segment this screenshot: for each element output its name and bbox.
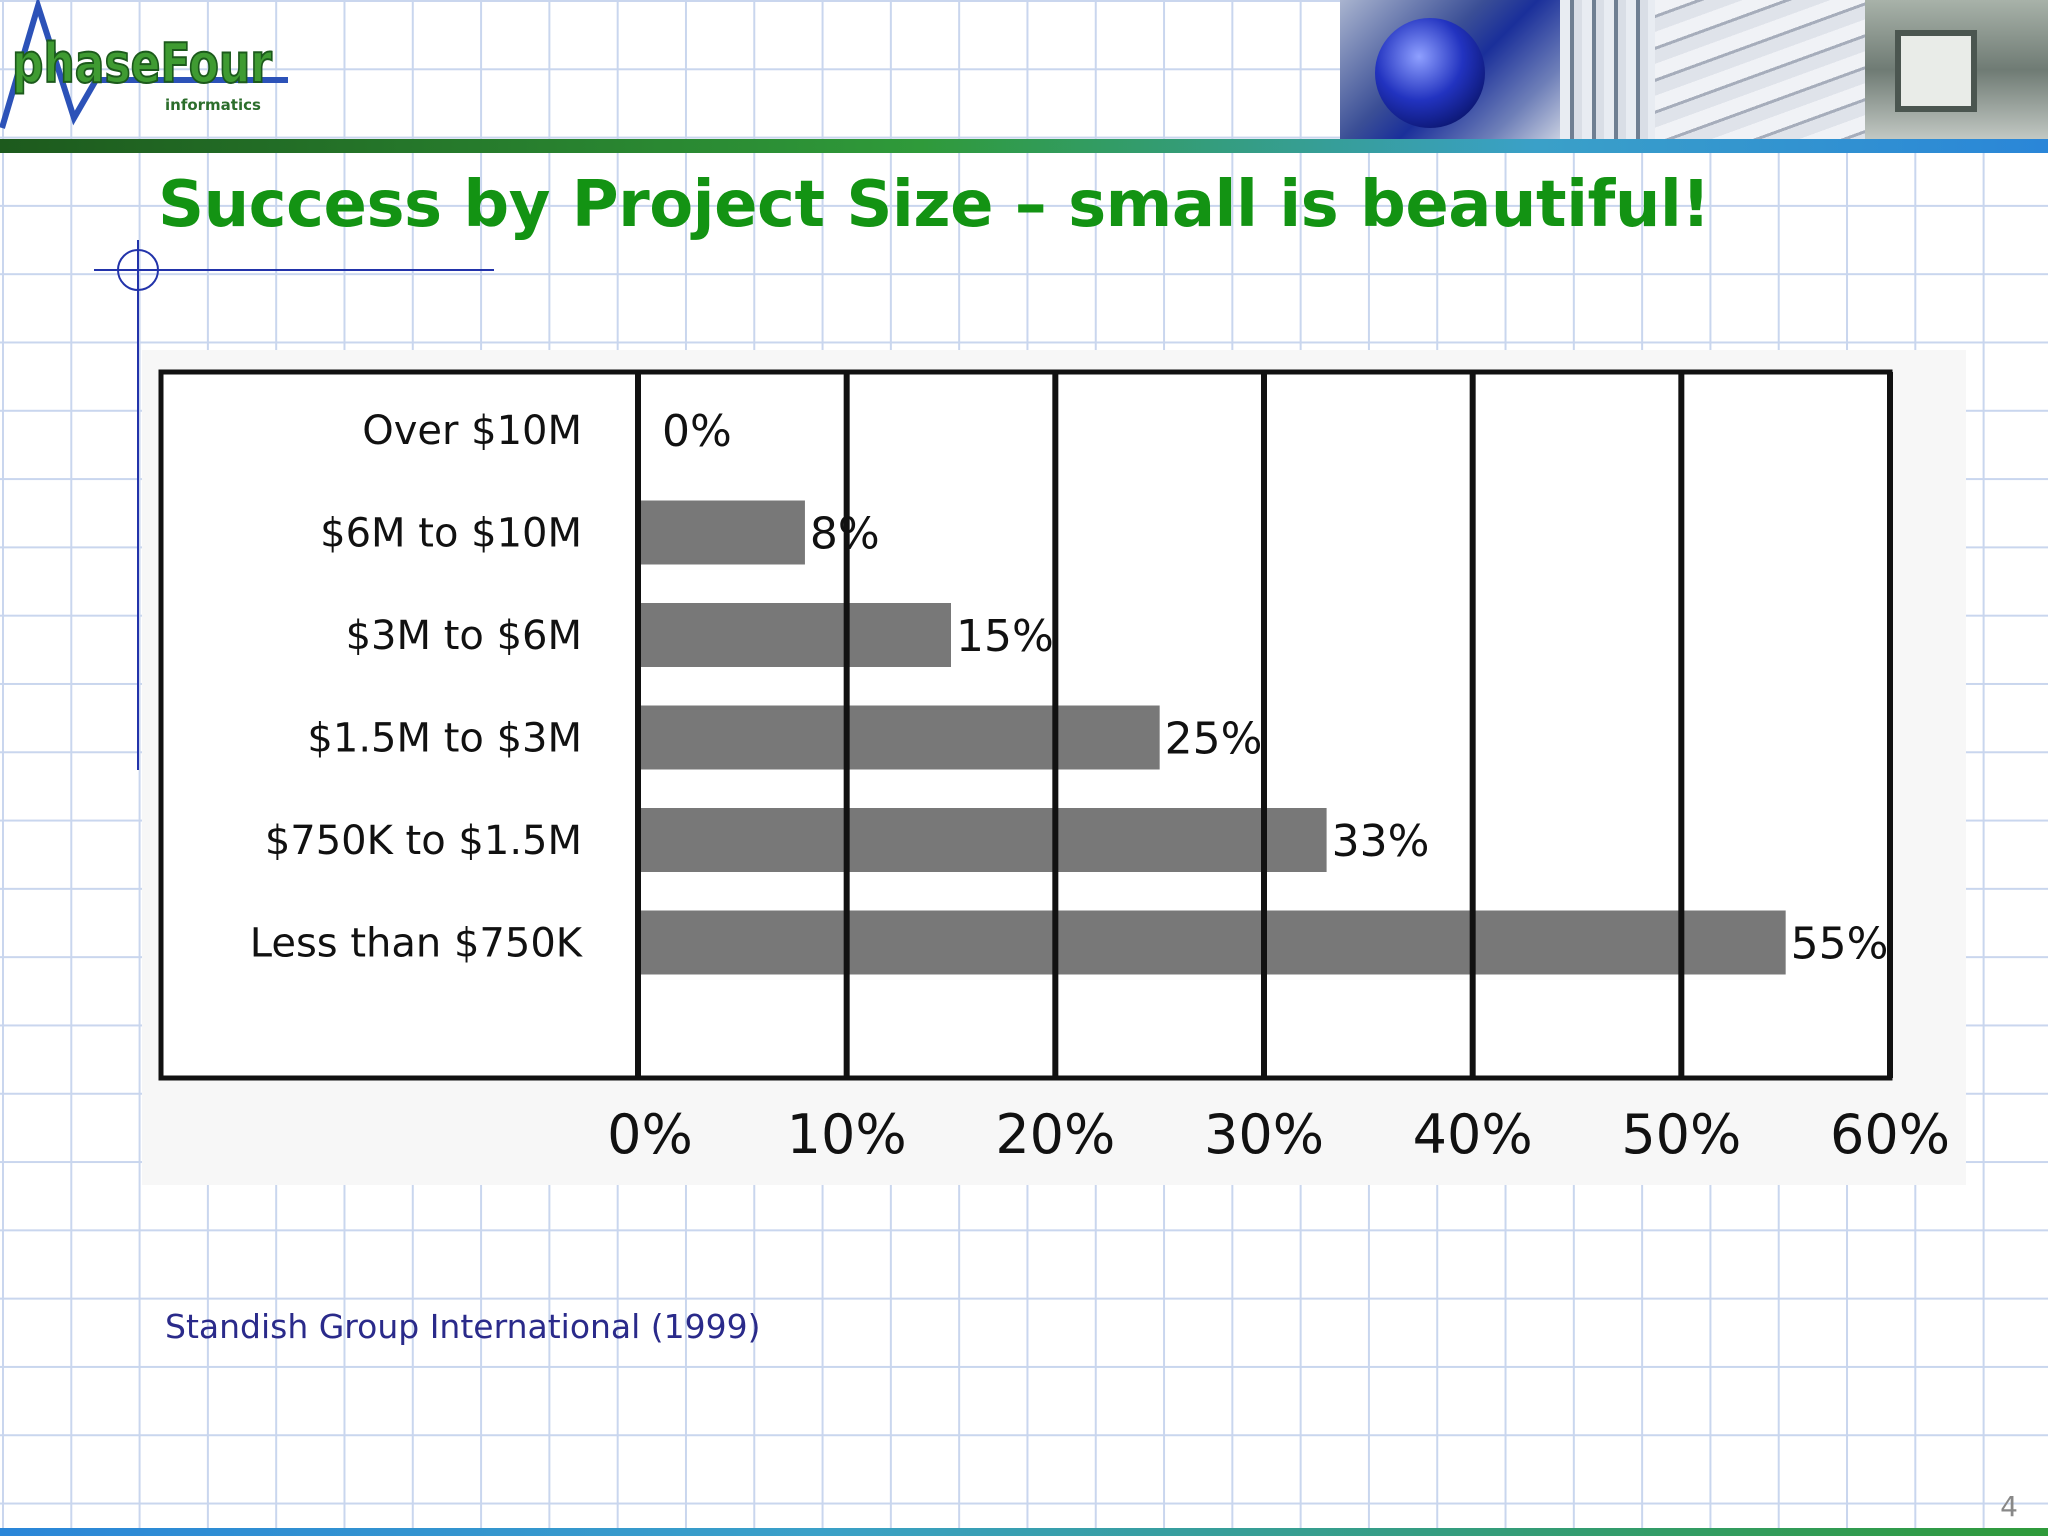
bar-4	[641, 808, 1327, 872]
x-tick-label: 50%	[1621, 1103, 1741, 1166]
x-tick-label: 20%	[995, 1103, 1115, 1166]
plot-border	[158, 369, 1893, 1081]
phasefour-logo: phaseFour informatics	[0, 0, 288, 129]
category-label: $6M to $10M	[320, 511, 582, 557]
x-tick-label: 0%	[607, 1103, 693, 1166]
svg-text:phaseFour: phaseFour	[12, 32, 272, 95]
crosshair-decoration	[94, 240, 494, 770]
bar-5	[641, 910, 1786, 975]
value-label: 0%	[662, 406, 732, 457]
value-label: 15%	[956, 611, 1054, 662]
x-tick-label: 30%	[1204, 1103, 1324, 1166]
category-label: $3M to $6M	[346, 613, 582, 659]
machinery-photo	[1865, 0, 2048, 140]
bar-2	[641, 603, 951, 667]
header-divider-bar	[0, 139, 2048, 153]
header-photo-strip	[1340, 0, 2048, 140]
value-label: 25%	[1165, 714, 1263, 765]
category-label: $1.5M to $3M	[307, 716, 582, 762]
bar-3	[641, 705, 1160, 770]
category-label: Less than $750K	[250, 921, 584, 967]
x-tick-label: 60%	[1830, 1103, 1950, 1166]
footer-divider-bar	[0, 1528, 2048, 1536]
x-tick-label: 10%	[787, 1103, 907, 1166]
value-label: 55%	[1791, 919, 1889, 970]
slide-number: 4	[2000, 1490, 2018, 1523]
bar-1	[641, 500, 805, 565]
svg-text:informatics: informatics	[165, 96, 261, 114]
flask-photo	[1340, 0, 1560, 140]
category-label: Over $10M	[362, 408, 582, 454]
value-label: 33%	[1332, 816, 1430, 867]
source-citation: Standish Group International (1999)	[165, 1307, 761, 1346]
slide-title: Success by Project Size – small is beaut…	[158, 168, 1711, 242]
keyboard-photo	[1655, 0, 1865, 140]
x-tick-label: 40%	[1413, 1103, 1533, 1166]
category-label: $750K to $1.5M	[265, 818, 582, 864]
lab-equipment-photo	[1560, 0, 1655, 140]
